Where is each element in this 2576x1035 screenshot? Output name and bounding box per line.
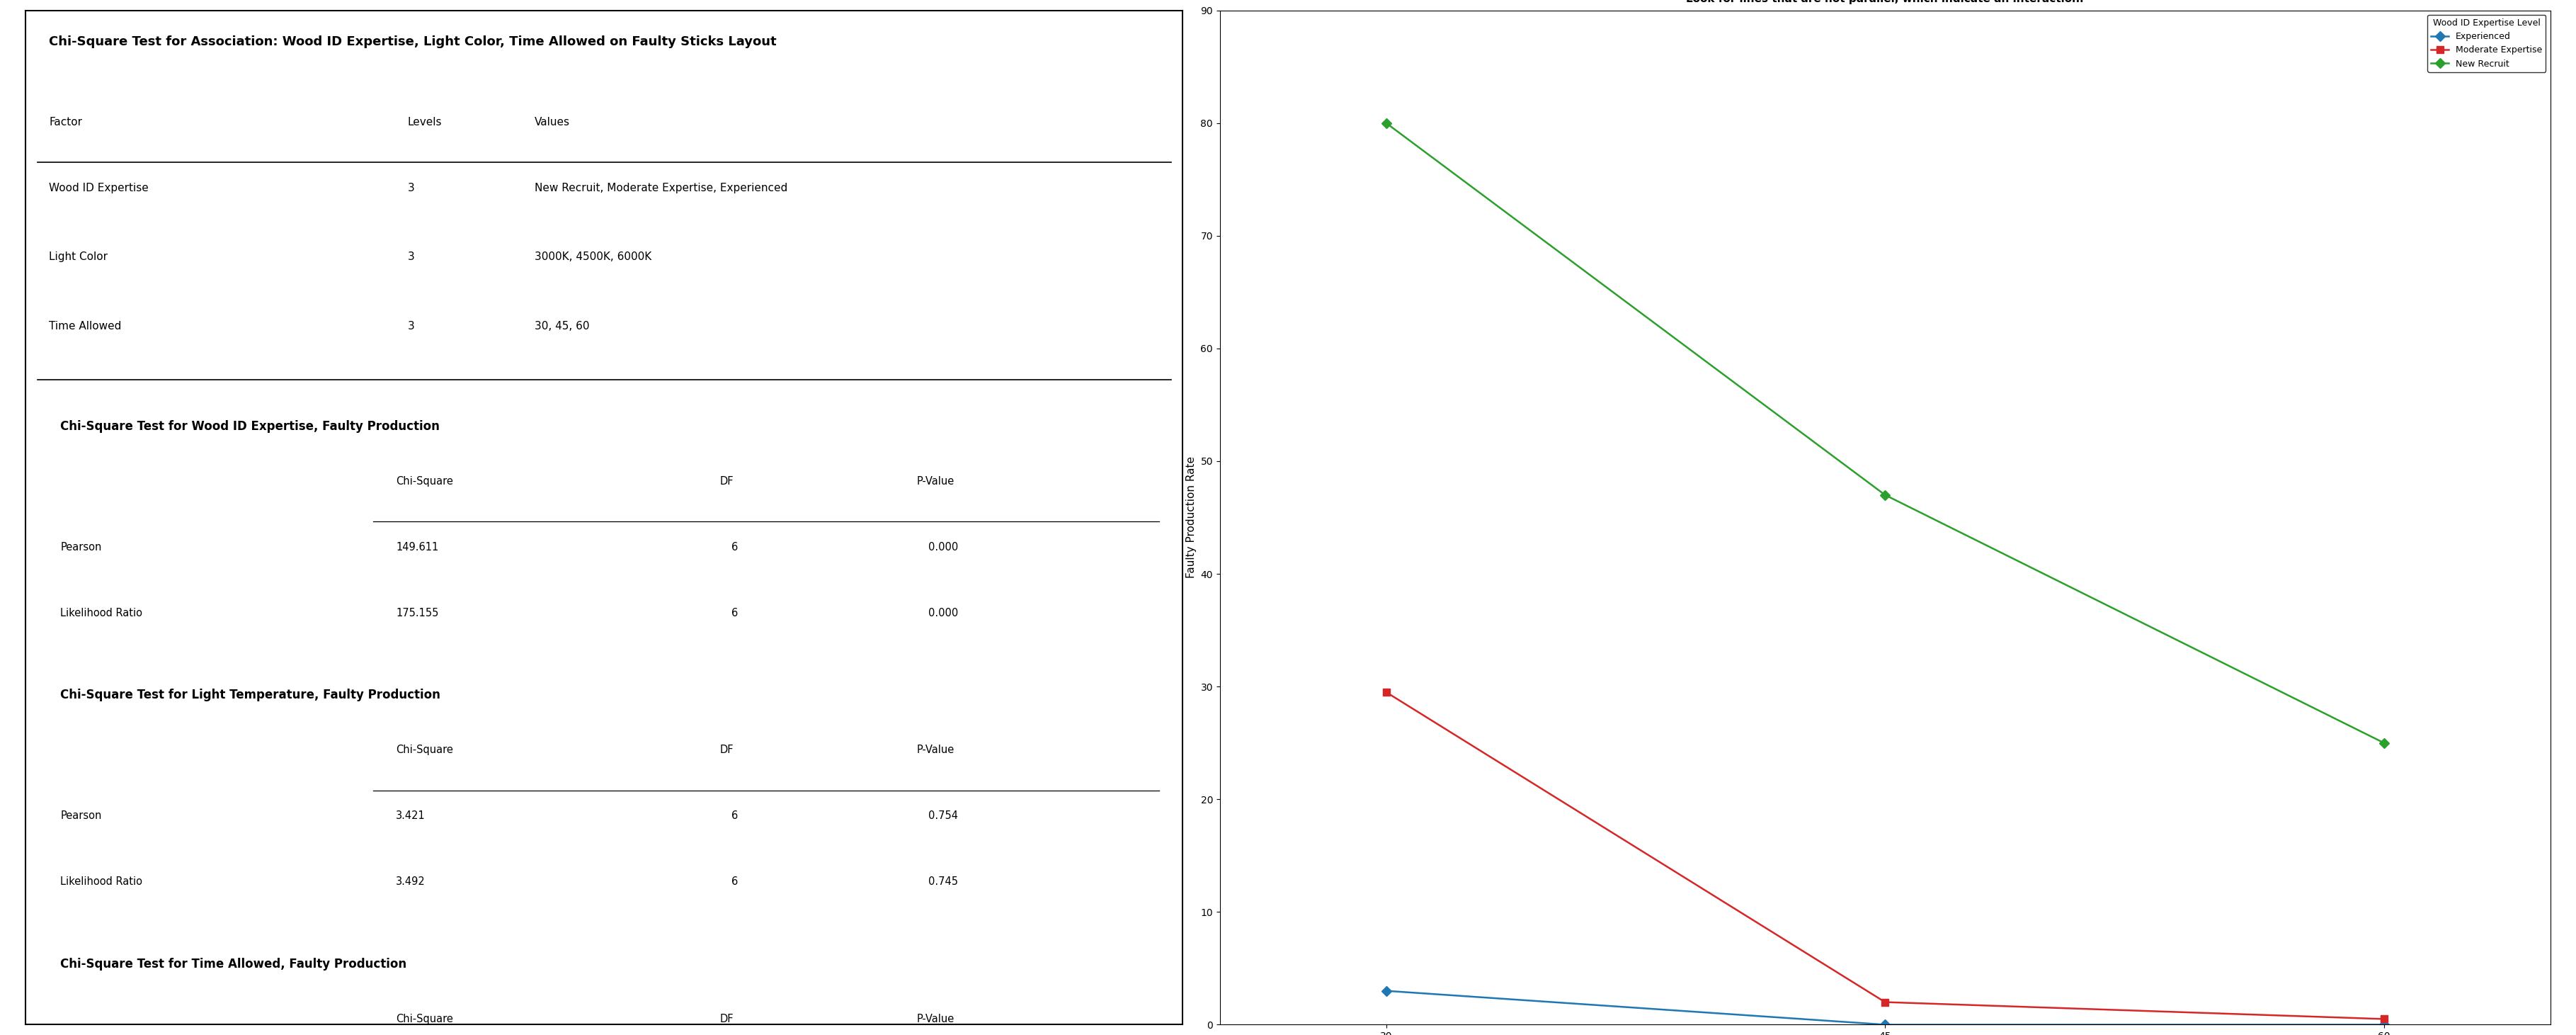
Experienced (1370, 984, 1401, 997)
Text: Values: Values (536, 117, 569, 127)
Text: Chi-Square: Chi-Square (397, 1013, 453, 1024)
Text: P-Value: P-Value (917, 745, 953, 756)
New Recruit (1870, 489, 1901, 501)
Text: 3: 3 (407, 183, 415, 194)
Experienced (2367, 1018, 2398, 1031)
Line: Experienced: Experienced (1383, 987, 2388, 1028)
Text: 0.000: 0.000 (927, 542, 958, 553)
Text: 30, 45, 60: 30, 45, 60 (536, 321, 590, 331)
Text: 6: 6 (732, 542, 737, 553)
Text: Chi-Square Test for Association: Wood ID Expertise, Light Color, Time Allowed on: Chi-Square Test for Association: Wood ID… (49, 35, 775, 49)
Text: Pearson: Pearson (59, 810, 103, 821)
New Recruit (2367, 737, 2398, 749)
Moderate Expertise (2367, 1013, 2398, 1026)
Text: P-Value: P-Value (917, 1013, 953, 1024)
Text: 3.421: 3.421 (397, 810, 425, 821)
Text: 6: 6 (732, 877, 737, 887)
Text: Pearson: Pearson (59, 542, 103, 553)
Text: Chi-Square Test for Wood ID Expertise, Faulty Production: Chi-Square Test for Wood ID Expertise, F… (59, 420, 440, 433)
Text: Wood ID Expertise: Wood ID Expertise (49, 183, 149, 194)
Text: Likelihood Ratio: Likelihood Ratio (59, 608, 142, 618)
Text: Levels: Levels (407, 117, 443, 127)
Text: New Recruit, Moderate Expertise, Experienced: New Recruit, Moderate Expertise, Experie… (536, 183, 788, 194)
Text: 0.754: 0.754 (927, 810, 958, 821)
New Recruit (1370, 117, 1401, 129)
Text: 3.492: 3.492 (397, 877, 425, 887)
Text: 3: 3 (407, 252, 415, 263)
Text: 3000K, 4500K, 6000K: 3000K, 4500K, 6000K (536, 252, 652, 263)
Text: 6: 6 (732, 810, 737, 821)
Moderate Expertise (1870, 996, 1901, 1008)
Legend: Experienced, Moderate Expertise, New Recruit: Experienced, Moderate Expertise, New Rec… (2427, 14, 2545, 72)
Text: 0.000: 0.000 (927, 608, 958, 618)
Text: Time Allowed: Time Allowed (49, 321, 121, 331)
Line: New Recruit: New Recruit (1383, 120, 2388, 746)
Text: P-Value: P-Value (917, 476, 953, 486)
Moderate Expertise (1370, 686, 1401, 699)
Text: 3: 3 (407, 321, 415, 331)
Text: 0.745: 0.745 (927, 877, 958, 887)
Text: Factor: Factor (49, 117, 82, 127)
Text: 175.155: 175.155 (397, 608, 438, 618)
Text: DF: DF (719, 1013, 734, 1024)
Text: 149.611: 149.611 (397, 542, 438, 553)
Text: Light Color: Light Color (49, 252, 108, 263)
Title: Faulty Production Rate by Wood ID Expertise and Time Allowed
Look for lines that: Faulty Production Rate by Wood ID Expert… (1687, 0, 2084, 4)
Text: Chi-Square Test for Time Allowed, Faulty Production: Chi-Square Test for Time Allowed, Faulty… (59, 957, 407, 971)
Text: 6: 6 (732, 608, 737, 618)
Text: DF: DF (719, 745, 734, 756)
Line: Moderate Expertise: Moderate Expertise (1383, 688, 2388, 1023)
Experienced (1870, 1018, 1901, 1031)
Text: DF: DF (719, 476, 734, 486)
Y-axis label: Faulty Production Rate: Faulty Production Rate (1185, 456, 1198, 579)
Text: Likelihood Ratio: Likelihood Ratio (59, 877, 142, 887)
Text: Chi-Square: Chi-Square (397, 745, 453, 756)
Text: Chi-Square Test for Light Temperature, Faulty Production: Chi-Square Test for Light Temperature, F… (59, 689, 440, 702)
Text: Chi-Square: Chi-Square (397, 476, 453, 486)
